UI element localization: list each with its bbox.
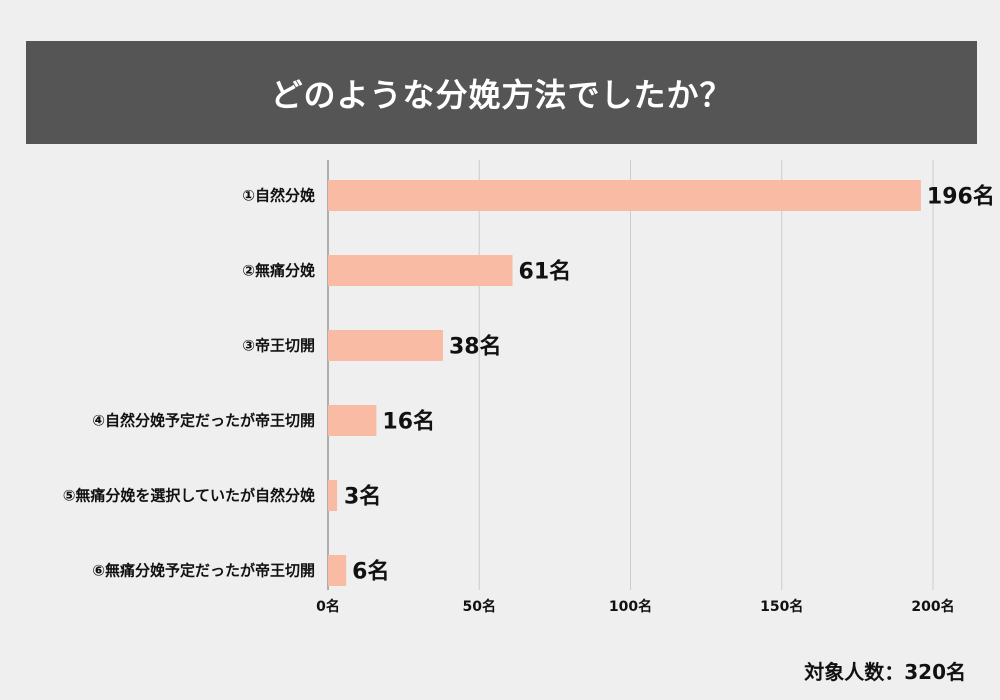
x-tick-label: 100名 <box>609 598 652 615</box>
bar-3 <box>328 330 443 361</box>
category-label: ②無痛分娩 <box>242 262 315 280</box>
bar-1 <box>328 180 921 211</box>
value-label: 3名 <box>344 484 381 510</box>
chart-title: どのような分娩方法でしたか？ <box>270 75 733 114</box>
bar-2 <box>328 255 513 286</box>
value-label: 6名 <box>352 559 389 585</box>
category-label: ⑥無痛分娩予定だったが帝王切開 <box>92 562 315 580</box>
value-label: 196名 <box>927 184 995 210</box>
category-label: ④自然分娩予定だったが帝王切開 <box>92 412 315 430</box>
category-label: ⑤無痛分娩を選択していたが自然分娩 <box>63 487 315 505</box>
x-tick-label: 150名 <box>760 598 803 615</box>
bar-5 <box>328 480 338 511</box>
category-label: ①自然分娩 <box>242 187 315 205</box>
x-tick-label: 200名 <box>911 598 954 615</box>
value-label: 16名 <box>382 409 435 435</box>
x-tick-label: 0名 <box>316 598 340 615</box>
x-tick-label: 50名 <box>463 598 496 615</box>
bars <box>328 180 921 586</box>
labels: 0名 50名 100名 150名 200名 ①自然分娩 196名 ②無痛分娩 61名 ③帝王切開 3… <box>63 184 995 616</box>
value-label: 61名 <box>519 259 572 285</box>
bar-4 <box>328 405 377 436</box>
bar-6 <box>328 555 347 586</box>
respondent-count: 対象人数：320名 <box>804 660 966 684</box>
value-label: 38名 <box>449 334 502 360</box>
grid-lines <box>327 160 934 590</box>
category-label: ③帝王切開 <box>242 337 315 355</box>
title-bar: どのような分娩方法でしたか？ <box>26 41 977 144</box>
